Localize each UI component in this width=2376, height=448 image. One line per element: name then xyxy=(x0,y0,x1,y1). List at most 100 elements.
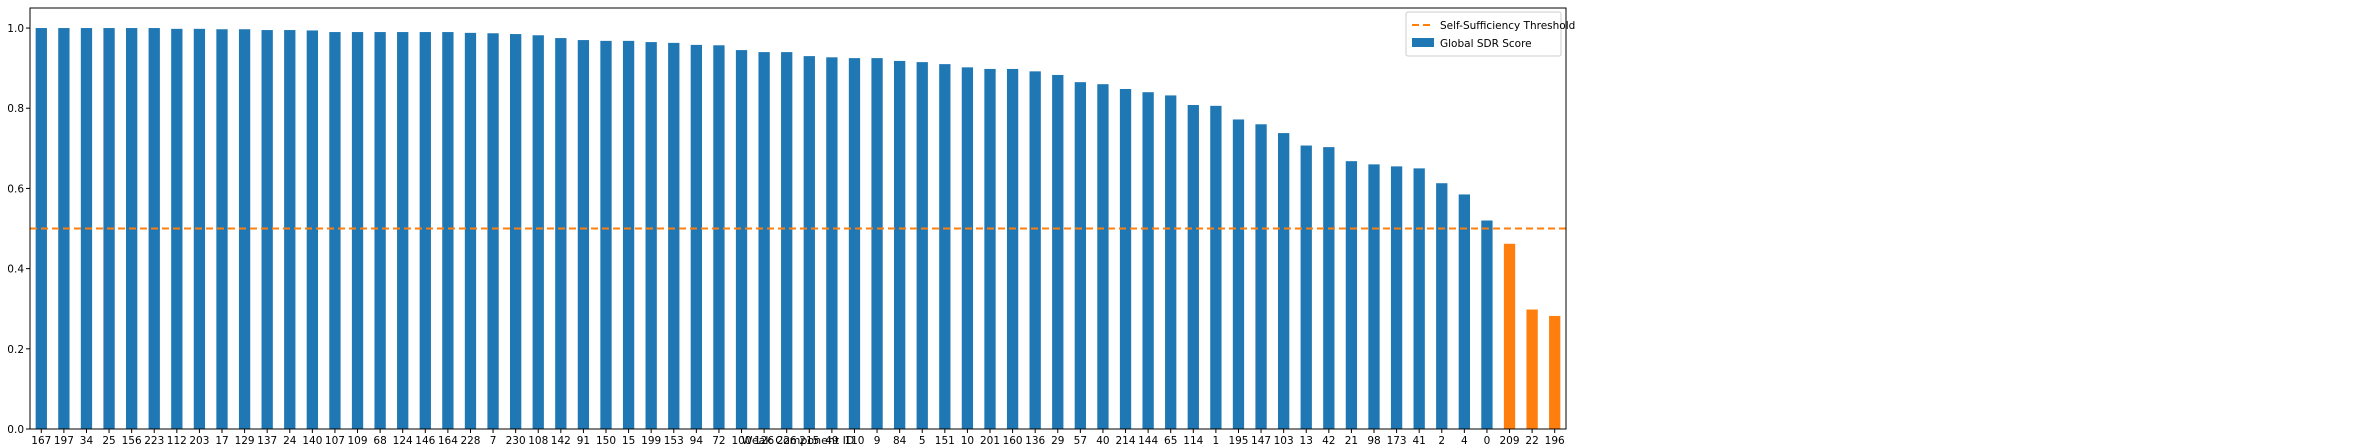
bar-7 xyxy=(487,33,499,429)
bar-144 xyxy=(1142,92,1154,429)
x-tick-label: 142 xyxy=(551,435,571,447)
x-tick-label: 98 xyxy=(1367,435,1380,447)
bar-1 xyxy=(1210,105,1222,429)
x-tick-label: 124 xyxy=(393,435,413,447)
x-tick-label: 108 xyxy=(528,435,548,447)
bar-147 xyxy=(1255,124,1267,430)
bar-9 xyxy=(871,58,883,429)
x-tick-label: 41 xyxy=(1412,435,1425,447)
bar-57 xyxy=(1074,82,1086,429)
x-tick-label: 40 xyxy=(1096,435,1109,447)
x-tick-label: 195 xyxy=(1228,435,1248,447)
bar-228 xyxy=(464,32,477,430)
x-tick-label: 91 xyxy=(577,435,590,447)
bar-94 xyxy=(690,44,702,429)
bar-107 xyxy=(329,32,341,430)
x-tick-label: 146 xyxy=(415,435,435,447)
x-tick-label: 173 xyxy=(1387,435,1407,447)
x-ticks-group: 167 197 34 25 156 223 112 203 17 129 137 24 140 107 10… xyxy=(31,429,1565,447)
x-tick-label: 15 xyxy=(622,435,635,447)
y-ticks-group: 0.0 0.2 0.4 0.6 0.8 1.0 xyxy=(7,23,30,436)
bar-164 xyxy=(442,32,454,430)
y-tick-label: 0.0 xyxy=(7,424,24,436)
x-tick-label: 7 xyxy=(490,435,497,447)
bar-98 xyxy=(1368,164,1380,429)
bar-41 xyxy=(1413,168,1425,429)
bar-22 xyxy=(1526,309,1538,429)
bar-173 xyxy=(1390,166,1403,429)
x-tick-label: 68 xyxy=(373,435,386,447)
bar-65 xyxy=(1165,95,1177,429)
plot-frame xyxy=(29,7,1567,430)
bar-110 xyxy=(848,58,861,429)
bar-146 xyxy=(419,32,431,430)
bar-24 xyxy=(284,30,296,430)
x-tick-label: 140 xyxy=(302,435,322,447)
bar-195 xyxy=(1232,119,1245,430)
bar-72 xyxy=(713,45,725,429)
bar-2 xyxy=(1436,183,1448,429)
bar-140 xyxy=(306,30,318,429)
x-tick-label: 214 xyxy=(1116,435,1136,447)
x-tick-label: 17 xyxy=(215,435,228,447)
x-tick-label: 164 xyxy=(438,435,458,447)
x-tick-label: 4 xyxy=(1461,435,1468,447)
x-axis-label: Weak Component ID xyxy=(742,434,855,447)
x-tick-label: 197 xyxy=(54,435,74,447)
bars-group xyxy=(35,28,1561,430)
bar-91 xyxy=(577,40,590,429)
legend-box xyxy=(1405,11,1562,57)
bar-100 xyxy=(735,50,748,429)
y-tick-label: 0.6 xyxy=(7,183,24,195)
bar-49 xyxy=(826,57,838,430)
x-tick-label: 203 xyxy=(189,435,209,447)
x-tick-label: 0 xyxy=(1484,435,1491,447)
bar-160 xyxy=(1006,68,1019,429)
bar-142 xyxy=(555,38,567,429)
x-tick-label: 144 xyxy=(1138,435,1158,447)
x-tick-label: 223 xyxy=(144,435,164,447)
x-tick-label: 228 xyxy=(460,435,480,447)
bar-214 xyxy=(1119,88,1132,430)
x-tick-label: 215 xyxy=(799,435,819,447)
bar-196 xyxy=(1549,315,1561,429)
x-tick-label: 167 xyxy=(31,435,51,447)
x-tick-label: 57 xyxy=(1074,435,1087,447)
x-tick-label: 196 xyxy=(1545,435,1565,447)
bar-84 xyxy=(894,60,906,429)
legend-score-swatch xyxy=(1412,38,1434,47)
bar-10 xyxy=(961,67,974,430)
x-tick-label: 110 xyxy=(844,435,864,447)
bar-226 xyxy=(781,52,793,429)
x-tick-label: 65 xyxy=(1164,435,1177,447)
x-tick-label: 226 xyxy=(777,435,797,447)
bar-199 xyxy=(645,42,657,429)
bar-42 xyxy=(1323,147,1335,429)
x-tick-label: 136 xyxy=(1025,435,1045,447)
bar-124 xyxy=(397,32,409,430)
x-tick-label: 109 xyxy=(348,435,368,447)
x-tick-label: 84 xyxy=(893,435,907,447)
x-tick-label: 209 xyxy=(1500,435,1520,447)
bar-215 xyxy=(803,56,815,429)
x-tick-label: 151 xyxy=(935,435,955,447)
x-tick-label: 13 xyxy=(1300,435,1313,447)
x-tick-label: 137 xyxy=(257,435,277,447)
bar-209 xyxy=(1503,243,1516,429)
bar-5 xyxy=(916,62,928,429)
bar-4 xyxy=(1458,194,1470,429)
x-tick-label: 126 xyxy=(754,435,774,447)
x-tick-label: 147 xyxy=(1251,435,1271,447)
x-tick-label: 9 xyxy=(874,435,881,447)
bar-108 xyxy=(532,35,544,429)
x-tick-label: 22 xyxy=(1525,435,1538,447)
x-tick-label: 114 xyxy=(1183,435,1203,447)
bar-153 xyxy=(668,42,680,429)
x-tick-label: 24 xyxy=(283,435,297,447)
x-tick-label: 42 xyxy=(1322,435,1335,447)
bar-201 xyxy=(984,68,996,429)
x-tick-label: 199 xyxy=(641,435,661,447)
bar-126 xyxy=(758,52,770,429)
x-tick-label: 153 xyxy=(664,435,684,447)
x-tick-label: 160 xyxy=(1003,435,1023,447)
